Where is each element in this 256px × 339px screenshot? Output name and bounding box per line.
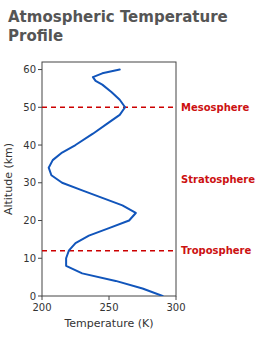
x-tick	[42, 296, 43, 300]
y-tick	[38, 145, 42, 146]
y-tick-label: 40	[23, 140, 36, 151]
layer-label: Stratosphere	[181, 174, 255, 185]
title-line: Atmospheric Temperature	[8, 8, 228, 26]
y-axis-label: Altitude (km)	[2, 143, 15, 215]
y-tick-label: 20	[23, 215, 36, 226]
x-tick-label: 250	[99, 302, 118, 313]
x-axis-label: Temperature (K)	[64, 317, 154, 330]
y-tick	[38, 296, 42, 297]
x-tick	[109, 296, 110, 300]
plot-area	[42, 70, 176, 296]
y-tick-label: 60	[23, 64, 36, 75]
reference-line	[42, 250, 176, 251]
y-tick	[38, 258, 42, 259]
y-tick-label: 30	[23, 177, 36, 188]
chart: Atmospheric TemperatureProfile 200 250 300 0…	[0, 0, 256, 339]
y-tick	[38, 182, 42, 183]
y-tick	[38, 107, 42, 108]
plot-frame	[42, 62, 176, 296]
y-tick	[38, 220, 42, 221]
y-tick-label: 0	[30, 291, 36, 302]
temperature-line	[49, 70, 163, 296]
y-tick-label: 50	[23, 102, 36, 113]
title-line: Profile	[8, 27, 63, 45]
y-tick-label: 10	[23, 253, 36, 264]
reference-line	[42, 107, 176, 108]
title: Atmospheric TemperatureProfile	[8, 8, 228, 45]
layer-label: Troposphere	[181, 245, 251, 256]
x-tick-label: 300	[166, 302, 185, 313]
layer-label: Mesosphere	[181, 102, 249, 113]
x-tick-label: 200	[32, 302, 51, 313]
y-tick	[38, 69, 42, 70]
x-tick	[176, 296, 177, 300]
